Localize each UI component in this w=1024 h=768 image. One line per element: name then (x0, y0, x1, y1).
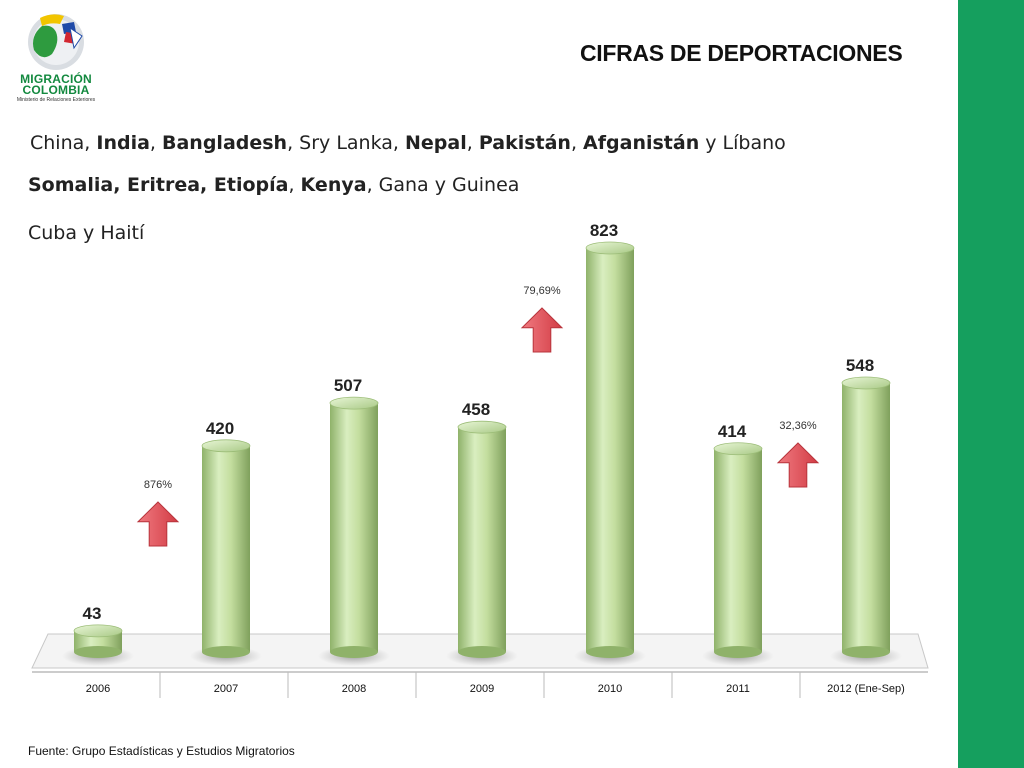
country-text: India (96, 132, 150, 154)
deportations-bar-chart: 43 420 507 458 823 414 548 2006 2007 2008 2009 201… (31, 221, 929, 698)
country-text: Somalia, Eritrea, Etiopía (28, 174, 289, 196)
x-tick-label: 2006 (86, 683, 110, 695)
bar-top (201, 439, 251, 453)
data-label: 420 (206, 419, 234, 438)
bar-base (202, 646, 250, 658)
logo-wordmark: MIGRACIÓN COLOMBIA (20, 72, 92, 97)
country-text: , (288, 174, 301, 196)
bar-top (585, 241, 635, 255)
x-tick-label: 2007 (214, 683, 238, 695)
bar-base (330, 646, 378, 658)
growth-annotation: 32,36% (776, 420, 820, 488)
bar-top (457, 420, 507, 434)
country-text: Bangladesh (162, 132, 288, 154)
up-arrow-icon (520, 307, 564, 353)
country-text: , (84, 132, 97, 154)
bar-2009: 458 (446, 400, 518, 666)
x-tick-label: 2010 (598, 683, 622, 695)
growth-annotation: 79,69% (520, 285, 564, 353)
bar-base (458, 646, 506, 658)
growth-percentage: 876% (144, 479, 172, 491)
bar-body (586, 248, 634, 652)
side-band (958, 0, 1024, 768)
country-text: , (149, 132, 162, 154)
x-tick-label: 2008 (342, 683, 366, 695)
country-text: , Gana y Guinea (366, 174, 520, 196)
countries-line-asia: China, India, Bangladesh, Sry Lanka, Nep… (30, 132, 786, 154)
data-label: 414 (718, 422, 747, 441)
country-text: Afganistán (583, 132, 700, 154)
bar-body (330, 403, 378, 652)
bar-2007: 420 (190, 419, 262, 666)
country-text: , Sry Lanka, (287, 132, 405, 154)
growth-percentage: 32,36% (779, 420, 817, 432)
countries-line-caribbean: Cuba y Haití (28, 222, 144, 244)
bar-2006: 43 (62, 604, 134, 666)
up-arrow-icon (776, 442, 820, 488)
growth-percentage: 79,69% (523, 285, 561, 297)
data-label: 43 (83, 604, 102, 623)
migracion-colombia-logo (28, 14, 84, 70)
bar-body (842, 382, 890, 652)
data-label: 507 (334, 376, 362, 395)
bar-base (74, 646, 122, 658)
countries-line-africa: Somalia, Eritrea, Etiopía, Kenya, Gana y… (28, 174, 519, 196)
country-text: , (570, 132, 584, 154)
bar-body (202, 445, 250, 652)
country-text: Pakistán (478, 132, 571, 154)
country-text: Cuba y Haití (28, 222, 145, 244)
bar-2008: 507 (318, 376, 390, 666)
x-tick-label: 2012 (Ene-Sep) (827, 683, 905, 695)
up-arrow-icon (136, 501, 180, 547)
country-text: y Líbano (699, 132, 786, 154)
country-text: Kenya (300, 174, 367, 196)
page-title: CIFRAS DE DEPORTACIONES (580, 40, 903, 66)
data-label: 823 (590, 221, 618, 240)
country-text: China (30, 132, 85, 154)
bar-2011: 414 (702, 422, 774, 666)
bar-top (73, 624, 123, 638)
logo-ministry: Ministerio de Relaciones Exteriores (16, 97, 96, 103)
bar-base (714, 646, 762, 658)
growth-annotation: 876% (136, 479, 180, 547)
data-label: 548 (846, 356, 874, 375)
source-note: Fuente: Grupo Estadísticas y Estudios Mi… (28, 744, 295, 758)
bar-base (586, 646, 634, 658)
country-text: , (466, 132, 479, 154)
bar-body (458, 427, 506, 652)
country-text: Nepal (405, 132, 467, 154)
bar-base (842, 646, 890, 658)
bar-top (713, 442, 763, 456)
bar-2012: 548 (830, 356, 902, 666)
bar-top (841, 376, 891, 390)
bar-top (329, 396, 379, 410)
data-label: 458 (462, 400, 490, 419)
x-tick-label: 2011 (726, 683, 750, 695)
bar-2010: 823 (574, 221, 646, 666)
bar-body (714, 448, 762, 652)
x-tick-label: 2009 (470, 683, 494, 695)
